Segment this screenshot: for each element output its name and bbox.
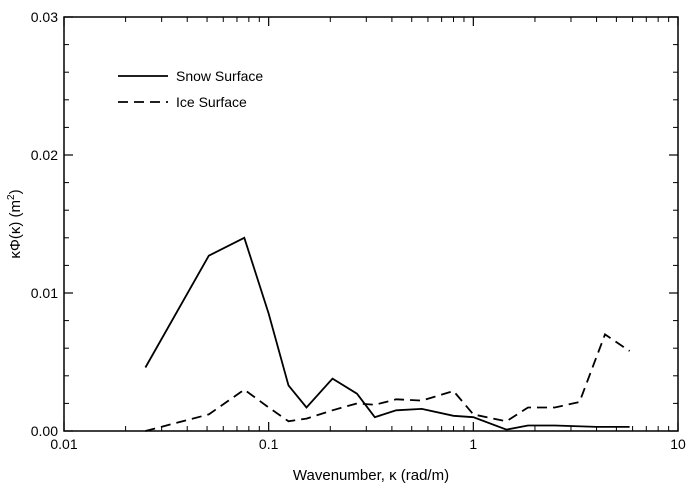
legend-label-snow-surface: Snow Surface bbox=[176, 68, 263, 84]
plot-frame bbox=[63, 16, 679, 432]
y-axis-title-end: ) bbox=[7, 189, 24, 194]
x-tick-label: 10 bbox=[670, 436, 686, 452]
y-axis-title-main: κΦ(κ) (m bbox=[7, 200, 24, 259]
y-axis-title: κΦ(κ) (m2) bbox=[6, 189, 24, 258]
ticks-layer: 0.01 0.1 1 100.000.010.020.03 bbox=[31, 9, 686, 452]
y-tick-label: 0.02 bbox=[31, 147, 58, 163]
ice-surface-line bbox=[145, 333, 631, 432]
x-tick-label: 1 bbox=[469, 436, 477, 452]
x-axis-title: Wavenumber, κ (rad/m) bbox=[293, 467, 449, 484]
y-tick-label: 0.01 bbox=[31, 285, 58, 301]
y-tick-label: 0.03 bbox=[31, 9, 58, 25]
legend-label-ice-surface: Ice Surface bbox=[176, 94, 247, 110]
series-layer bbox=[144, 236, 631, 432]
legend: Snow Surface Ice Surface bbox=[118, 68, 263, 110]
y-tick-label: 0.00 bbox=[31, 423, 58, 439]
y-axis-title-superscript: 2 bbox=[6, 194, 17, 200]
x-tick-label: 0.1 bbox=[259, 436, 279, 452]
snow-surface-line bbox=[144, 236, 630, 431]
x-tick-label: 0.01 bbox=[50, 436, 77, 452]
